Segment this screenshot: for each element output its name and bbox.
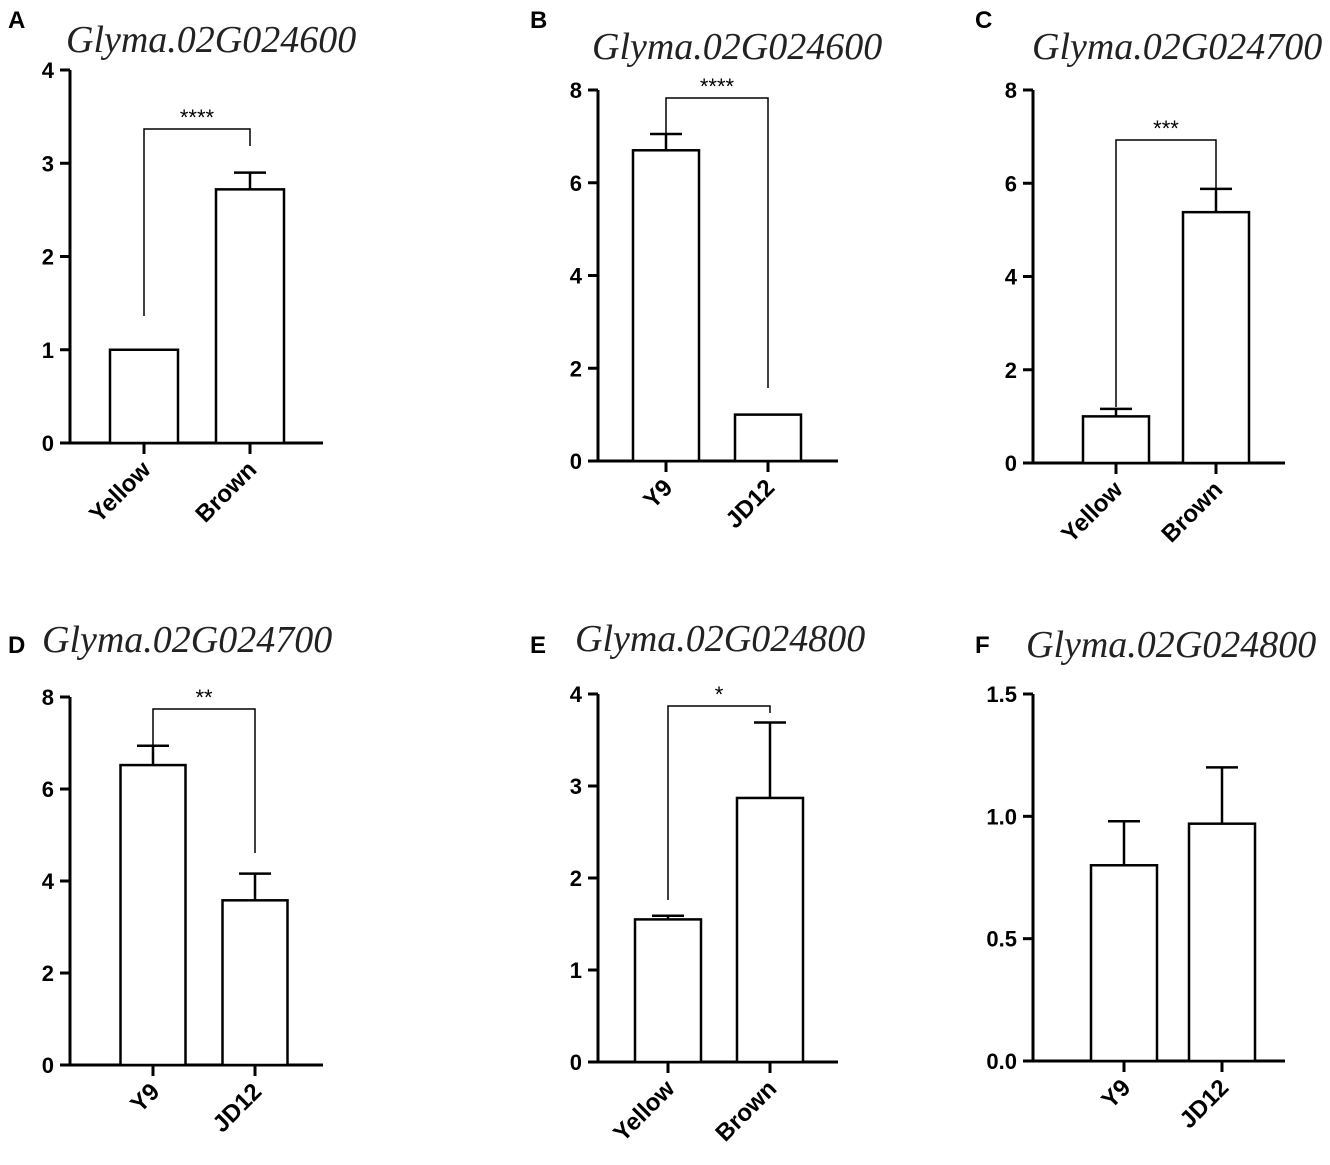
category-label: Y9 — [638, 474, 678, 514]
significance-label: ** — [195, 685, 213, 710]
y-tick-label: 0 — [570, 449, 582, 474]
panel-e: E Glyma.02G024800 0 1 2 3 4 Yellow Brown * — [530, 618, 865, 1147]
chart-title: Glyma.02G024600 — [66, 19, 356, 61]
panel-d: D Glyma.02G024700 0 2 4 6 8 Y9 JD12 ** — [8, 619, 332, 1138]
y-tick-label: 8 — [570, 78, 582, 103]
significance-bracket — [143, 128, 251, 316]
y-tick-label: 8 — [1005, 78, 1017, 103]
bar-y9 — [631, 149, 701, 463]
y-tick-label: 4 — [42, 869, 55, 894]
bar-yellow — [108, 348, 180, 445]
y-tick-label: 2 — [42, 961, 54, 986]
panel-b: B Glyma.02G024600 0 2 4 6 8 Y9 JD12 **** — [530, 7, 882, 534]
category-label: JD12 — [208, 1078, 268, 1138]
significance-bracket — [665, 97, 769, 388]
chart-title: Glyma.02G024700 — [1032, 26, 1322, 68]
bar-y9 — [1089, 864, 1159, 1063]
panel-letter: C — [975, 7, 992, 34]
category-label: Yellow — [84, 456, 156, 528]
significance-label: **** — [180, 105, 215, 130]
chart-title: Glyma.02G024700 — [42, 619, 332, 661]
y-tick-label: 4 — [42, 58, 55, 83]
bar-yellow — [633, 918, 703, 1064]
y-tick-label: 4 — [570, 264, 583, 289]
y-tick-label: 2 — [570, 866, 582, 891]
y-tick-label: 0 — [1005, 451, 1017, 476]
category-label: Yellow — [1056, 476, 1128, 548]
y-tick-label: 1.0 — [986, 804, 1017, 829]
category-label: JD12 — [1175, 1074, 1235, 1134]
bar-y9 — [119, 763, 187, 1067]
y-tick-label: 0 — [42, 431, 54, 456]
y-tick-label: 1.5 — [986, 682, 1017, 707]
category-label: JD12 — [721, 474, 781, 534]
y-tick-label: 8 — [42, 685, 54, 710]
panel-letter: F — [975, 632, 990, 659]
bar-brown — [214, 188, 286, 445]
chart-title: Glyma.02G024800 — [1026, 624, 1316, 666]
category-label: Y9 — [1096, 1074, 1136, 1114]
bar-brown — [1181, 210, 1251, 465]
y-tick-label: 4 — [1005, 265, 1018, 290]
significance-label: *** — [1153, 116, 1179, 141]
bar-jd12 — [221, 899, 289, 1067]
y-tick-label: 6 — [42, 777, 54, 802]
bar-brown — [735, 796, 805, 1064]
panel-letter: A — [8, 7, 25, 34]
category-label: Yellow — [608, 1075, 680, 1147]
panel-letter: E — [530, 632, 546, 659]
y-tick-label: 1 — [570, 958, 582, 983]
panel-a: A Glyma.02G024600 0 1 2 3 4 Yellow Brown **** — [8, 7, 356, 528]
chart-title: Glyma.02G024800 — [575, 618, 865, 660]
y-tick-label: 0.0 — [986, 1049, 1017, 1074]
y-tick-label: 2 — [1005, 358, 1017, 383]
y-tick-label: 4 — [570, 682, 583, 707]
category-label: Brown — [1156, 476, 1228, 548]
y-tick-label: 0.5 — [986, 927, 1017, 952]
panel-letter: D — [8, 632, 25, 659]
y-tick-label: 3 — [570, 774, 582, 799]
panel-letter: B — [530, 7, 547, 34]
significance-label: **** — [700, 74, 735, 99]
category-label: Brown — [190, 456, 262, 528]
significance-label: * — [715, 682, 724, 707]
y-tick-label: 6 — [1005, 171, 1017, 196]
significance-bracket — [667, 705, 771, 900]
significance-bracket — [1115, 139, 1217, 407]
significance-bracket — [152, 708, 256, 853]
y-tick-label: 3 — [42, 151, 54, 176]
bar-jd12 — [733, 413, 803, 463]
bar-yellow — [1081, 415, 1151, 465]
category-label: Brown — [710, 1075, 782, 1147]
y-tick-label: 2 — [42, 245, 54, 270]
panel-c: C Glyma.02G024700 0 2 4 6 8 Yellow Brown *** — [975, 7, 1322, 548]
y-tick-label: 0 — [42, 1053, 54, 1078]
y-tick-label: 2 — [570, 356, 582, 381]
y-tick-label: 1 — [42, 338, 54, 363]
y-tick-label: 6 — [570, 171, 582, 196]
chart-title: Glyma.02G024600 — [592, 26, 882, 68]
panel-f: F Glyma.02G024800 0.0 0.5 1.0 1.5 Y9 JD12 — [975, 624, 1316, 1134]
category-label: Y9 — [125, 1078, 165, 1118]
bar-jd12 — [1187, 822, 1257, 1063]
y-tick-label: 0 — [570, 1050, 582, 1075]
